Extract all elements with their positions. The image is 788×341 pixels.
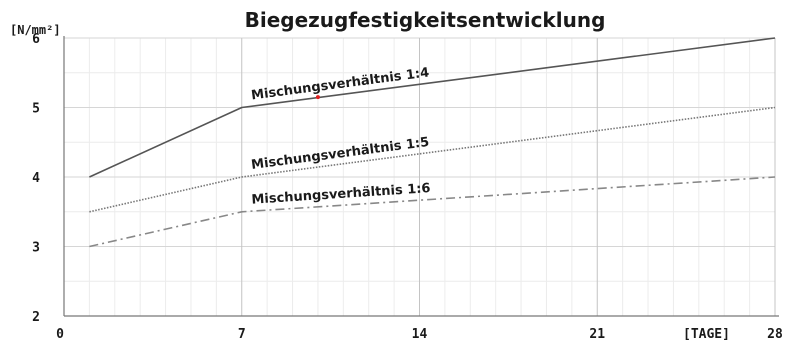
series-line-2 — [89, 106, 776, 213]
series-label-1: Mischungsverhältnis 1:4 — [250, 65, 430, 103]
x-tick-label: 14 — [412, 327, 428, 341]
x-tick-label: 0 — [56, 327, 64, 341]
grid — [64, 37, 776, 316]
x-tick-label: 7 — [238, 327, 246, 341]
x-tick-label: 28 — [767, 327, 783, 341]
red-marker-point — [315, 95, 320, 100]
series-group — [89, 37, 776, 248]
series-label-3: Mischungsverhältnis 1:6 — [251, 181, 431, 208]
x-tick-label: 21 — [589, 327, 605, 341]
axes: 2 3 4 5 6 0 7 14 21 28 — [32, 32, 783, 341]
y-tick-label: 5 — [32, 102, 40, 117]
chart-title: Biegezugfestigkeitsentwicklung — [245, 8, 606, 32]
y-tick-label: 3 — [32, 241, 40, 256]
y-tick-label: 2 — [32, 310, 40, 325]
series-line-3 — [89, 176, 776, 248]
y-tick-label: 4 — [32, 171, 40, 186]
y-tick-label: 6 — [32, 32, 40, 47]
series-label-2: Mischungsverhältnis 1:5 — [250, 135, 430, 173]
x-axis-unit: [TAGE] — [683, 327, 730, 341]
y-axis-unit: [N/mm²] — [10, 23, 61, 37]
series-line-1 — [89, 37, 776, 178]
